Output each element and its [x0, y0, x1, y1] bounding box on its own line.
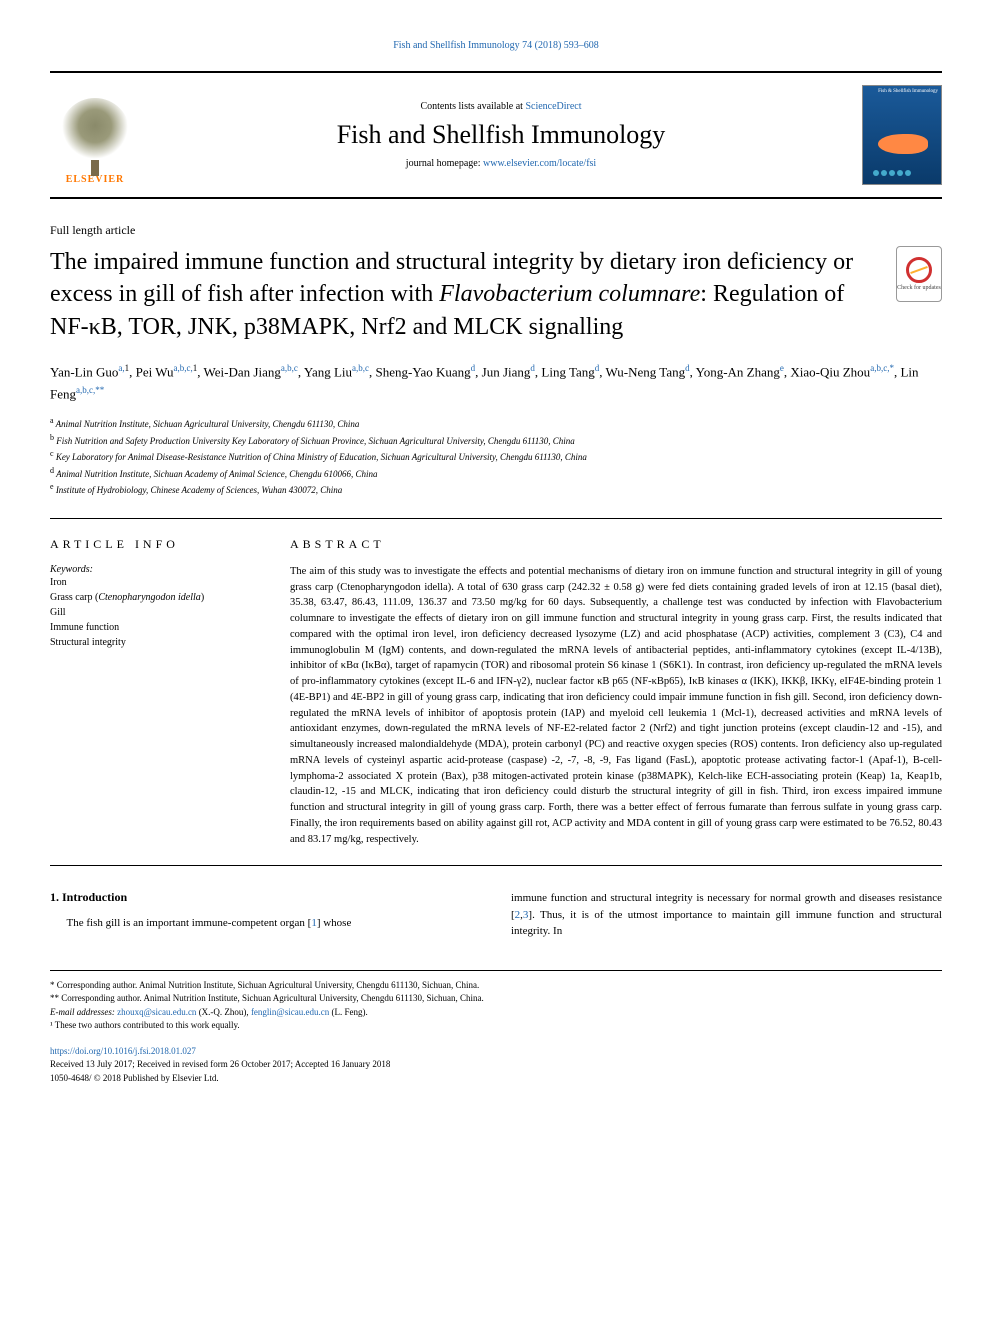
corresponding-1: * Corresponding author. Animal Nutrition…	[50, 979, 942, 993]
sciencedirect-link[interactable]: ScienceDirect	[525, 101, 581, 112]
body-columns: 1. Introduction The fish gill is an impo…	[50, 890, 942, 940]
homepage-line: journal homepage: www.elsevier.com/locat…	[160, 158, 842, 169]
article-title: The impaired immune function and structu…	[50, 246, 876, 343]
author-list: Yan-Lin Guoa,1, Pei Wua,b,c,1, Wei-Dan J…	[50, 361, 942, 405]
corresponding-2: ** Corresponding author. Animal Nutritio…	[50, 992, 942, 1006]
affiliation-list: a Animal Nutrition Institute, Sichuan Ag…	[50, 415, 942, 498]
email-2-link[interactable]: fenglin@sicau.edu.cn	[251, 1007, 329, 1017]
article-info-heading: ARTICLE INFO	[50, 537, 250, 552]
keywords-label: Keywords:	[50, 564, 250, 575]
doi-text[interactable]: https://doi.org/10.1016/j.fsi.2018.01.02…	[50, 1046, 196, 1056]
email-line: E-mail addresses: zhouxq@sicau.edu.cn (X…	[50, 1006, 942, 1020]
masthead: ELSEVIER Contents lists available at Sci…	[50, 71, 942, 199]
copyright: 1050-4648/ © 2018 Published by Elsevier …	[50, 1072, 942, 1086]
crossmark-label: Check for updates	[897, 285, 941, 292]
cover-label: Fish & Shellfish Immunology	[878, 89, 938, 95]
running-header: Fish and Shellfish Immunology 74 (2018) …	[50, 40, 942, 51]
cover-spots-icon	[873, 170, 911, 176]
footnotes: * Corresponding author. Animal Nutrition…	[50, 970, 942, 1086]
title-row: The impaired immune function and structu…	[50, 246, 942, 343]
elsevier-tree-icon	[60, 98, 130, 168]
doi-link[interactable]: https://doi.org/10.1016/j.fsi.2018.01.02…	[50, 1045, 942, 1059]
email-label: E-mail addresses:	[50, 1007, 115, 1017]
abstract-text: The aim of this study was to investigate…	[290, 564, 942, 848]
abstract-heading: ABSTRACT	[290, 537, 942, 552]
contents-prefix: Contents lists available at	[420, 101, 525, 112]
cover-fish-icon	[878, 134, 928, 154]
introduction-section: 1. Introduction The fish gill is an impo…	[50, 890, 942, 940]
page: Fish and Shellfish Immunology 74 (2018) …	[0, 0, 992, 1125]
email-1-link[interactable]: zhouxq@sicau.edu.cn	[117, 1007, 196, 1017]
intro-paragraph-2: immune function and structural integrity…	[511, 890, 942, 940]
homepage-link[interactable]: www.elsevier.com/locate/fsi	[483, 158, 596, 169]
article-info-column: ARTICLE INFO Keywords: IronGrass carp (C…	[50, 537, 250, 848]
homepage-prefix: journal homepage:	[406, 158, 483, 169]
article-type: Full length article	[50, 223, 942, 238]
intro-paragraph-1: The fish gill is an important immune-com…	[50, 915, 481, 932]
keywords-list: IronGrass carp (Ctenopharyngodon idella)…	[50, 575, 250, 650]
journal-name: Fish and Shellfish Immunology	[160, 120, 842, 150]
email-2-who: (L. Feng).	[329, 1007, 368, 1017]
email-1-who: (X.-Q. Zhou),	[196, 1007, 251, 1017]
journal-cover-thumbnail: Fish & Shellfish Immunology	[862, 85, 942, 185]
crossmark-badge[interactable]: Check for updates	[896, 246, 942, 302]
introduction-heading: 1. Introduction	[50, 890, 481, 905]
contents-line: Contents lists available at ScienceDirec…	[160, 101, 842, 112]
abstract-column: ABSTRACT The aim of this study was to in…	[290, 537, 942, 848]
crossmark-icon	[906, 257, 932, 283]
equal-contribution: ¹ These two authors contributed to this …	[50, 1019, 942, 1033]
elsevier-logo: ELSEVIER	[50, 85, 140, 185]
info-abstract-row: ARTICLE INFO Keywords: IronGrass carp (C…	[50, 518, 942, 867]
article-history: Received 13 July 2017; Received in revis…	[50, 1058, 942, 1072]
masthead-center: Contents lists available at ScienceDirec…	[160, 101, 842, 169]
